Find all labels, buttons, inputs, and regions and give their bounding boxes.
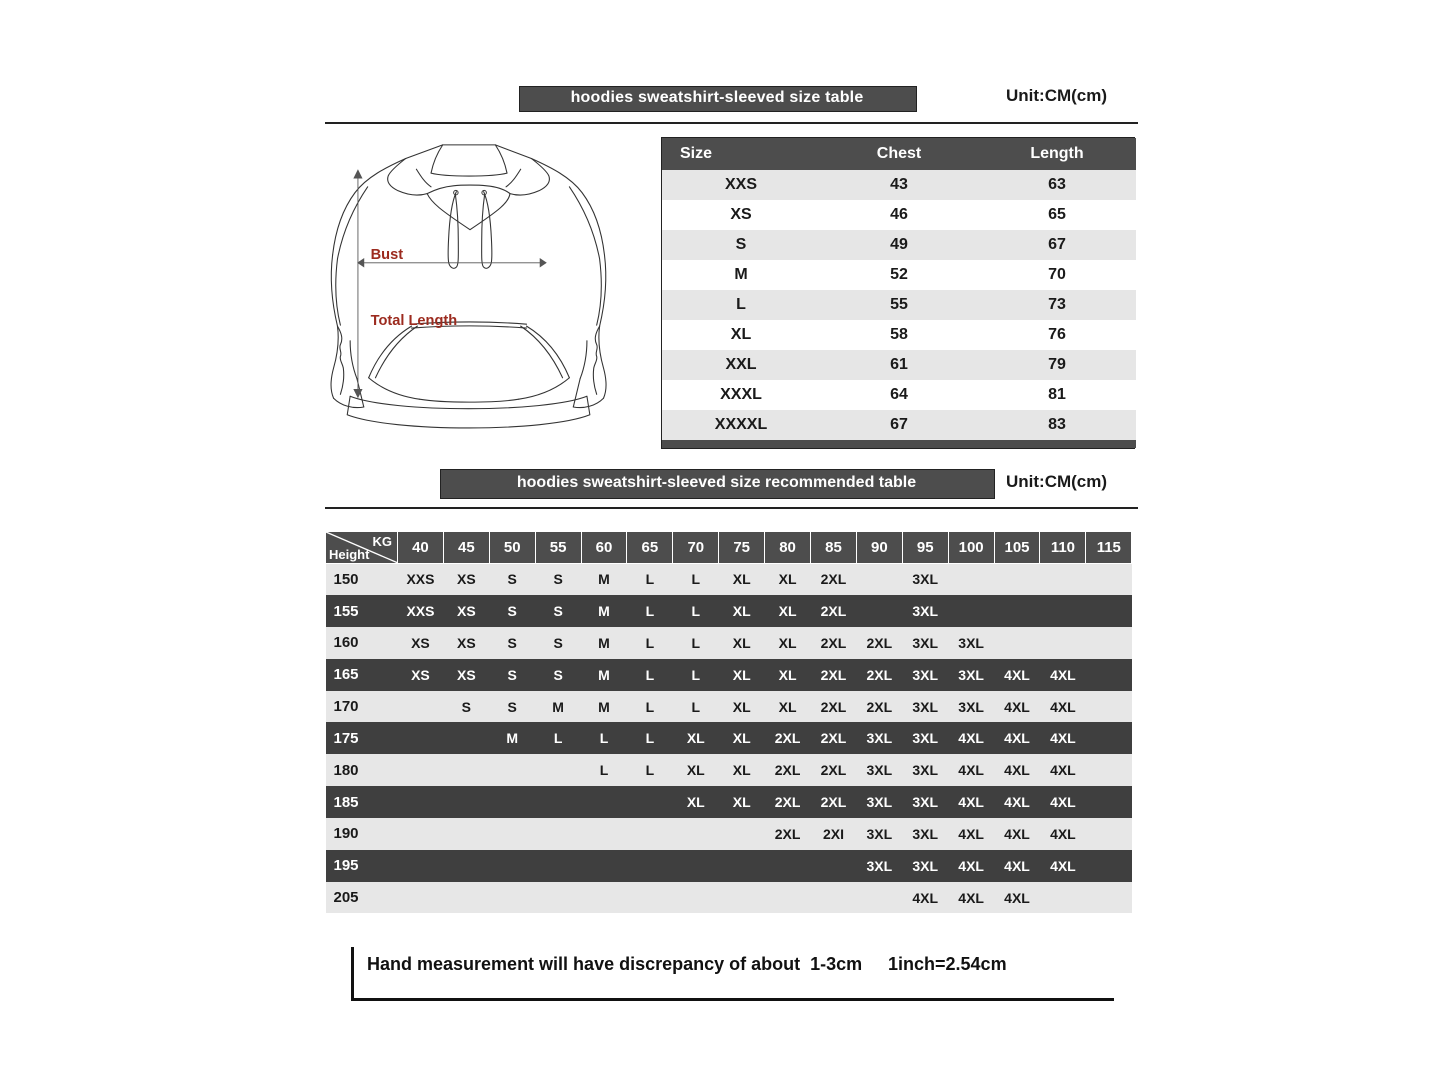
svg-text:Total Length: Total Length <box>371 313 458 329</box>
svg-text:Bust: Bust <box>371 247 404 263</box>
